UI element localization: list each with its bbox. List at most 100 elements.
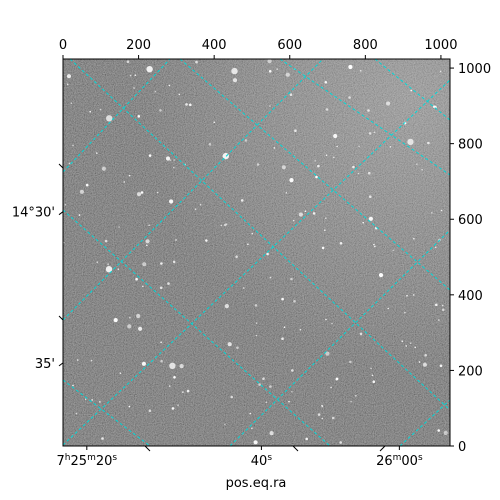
star bbox=[268, 70, 272, 73]
star bbox=[291, 391, 293, 393]
right-tick-label: 800 bbox=[458, 138, 483, 153]
star bbox=[145, 239, 150, 244]
star bbox=[276, 68, 279, 70]
star bbox=[117, 268, 120, 271]
star bbox=[177, 404, 179, 407]
star bbox=[104, 239, 108, 243]
star bbox=[159, 286, 163, 290]
bottom-minor-tick bbox=[144, 445, 151, 452]
left-axis: 14°30' 35' bbox=[12, 163, 64, 372]
star bbox=[178, 93, 181, 96]
star bbox=[386, 101, 391, 106]
star bbox=[142, 262, 147, 267]
right-tick-label: 600 bbox=[458, 213, 483, 228]
grid-line bbox=[63, 379, 151, 446]
star bbox=[224, 304, 229, 309]
star bbox=[348, 96, 351, 99]
star bbox=[84, 398, 87, 401]
star bbox=[438, 319, 440, 321]
star bbox=[439, 364, 443, 368]
star bbox=[372, 380, 376, 384]
left-tick-label: 35' bbox=[35, 357, 55, 372]
star bbox=[389, 146, 392, 148]
star bbox=[339, 441, 343, 444]
star bbox=[101, 437, 104, 440]
star bbox=[169, 362, 176, 369]
star bbox=[305, 437, 309, 441]
grid-line bbox=[63, 59, 171, 173]
star bbox=[405, 345, 408, 347]
star bbox=[359, 332, 363, 336]
star bbox=[179, 364, 184, 369]
star bbox=[199, 203, 202, 206]
grid-line bbox=[69, 59, 450, 411]
bottom-minor-tick bbox=[379, 445, 386, 452]
plot-frame bbox=[62, 58, 451, 447]
star bbox=[267, 59, 272, 64]
star bbox=[243, 287, 245, 289]
bottom-minor-tick bbox=[292, 445, 299, 452]
star bbox=[325, 154, 328, 156]
star bbox=[410, 89, 413, 92]
star bbox=[240, 199, 244, 202]
star bbox=[123, 181, 126, 183]
star bbox=[173, 166, 175, 169]
star bbox=[128, 405, 131, 408]
star bbox=[294, 129, 297, 132]
star bbox=[156, 191, 159, 194]
star bbox=[91, 399, 93, 401]
bottom-tick-label: 40s bbox=[251, 453, 273, 469]
right-tick-label: 400 bbox=[458, 289, 483, 304]
star bbox=[235, 255, 238, 258]
star bbox=[406, 294, 408, 297]
top-tick-label: 400 bbox=[202, 38, 227, 53]
star bbox=[269, 105, 271, 107]
top-tick-label: 800 bbox=[353, 38, 378, 53]
right-axis: 0 200 400 600 800 1000 bbox=[450, 62, 491, 455]
star bbox=[66, 83, 69, 86]
star bbox=[317, 413, 321, 416]
star bbox=[168, 385, 171, 387]
star bbox=[401, 340, 404, 343]
star bbox=[160, 341, 162, 344]
star bbox=[325, 217, 327, 219]
star bbox=[231, 67, 238, 75]
star bbox=[172, 260, 176, 264]
coordinate-grid bbox=[63, 59, 450, 446]
star bbox=[72, 384, 74, 387]
star bbox=[186, 389, 190, 393]
star bbox=[182, 391, 184, 393]
star bbox=[293, 300, 296, 303]
star bbox=[299, 328, 302, 331]
star bbox=[140, 191, 144, 194]
star bbox=[165, 156, 171, 161]
star bbox=[333, 156, 335, 159]
star bbox=[213, 121, 216, 124]
star bbox=[251, 427, 253, 430]
star bbox=[167, 282, 170, 285]
star bbox=[168, 84, 171, 87]
star bbox=[96, 152, 98, 154]
star bbox=[68, 162, 71, 165]
star bbox=[416, 163, 418, 165]
star bbox=[321, 246, 325, 250]
star bbox=[107, 263, 109, 266]
star bbox=[105, 266, 113, 273]
star bbox=[141, 361, 146, 366]
top-tick-label: 0 bbox=[59, 38, 67, 53]
top-axis: 0 200 400 600 800 1000 bbox=[59, 38, 457, 59]
star bbox=[76, 359, 79, 361]
star bbox=[285, 72, 290, 77]
star bbox=[269, 431, 274, 436]
star bbox=[431, 212, 433, 214]
star bbox=[127, 324, 132, 329]
star bbox=[254, 304, 258, 307]
top-tick-label: 200 bbox=[126, 38, 151, 53]
star bbox=[135, 277, 138, 281]
star bbox=[424, 354, 427, 357]
star bbox=[414, 346, 417, 349]
star bbox=[281, 297, 284, 301]
star bbox=[362, 221, 365, 224]
star bbox=[258, 383, 261, 386]
star bbox=[374, 245, 376, 248]
